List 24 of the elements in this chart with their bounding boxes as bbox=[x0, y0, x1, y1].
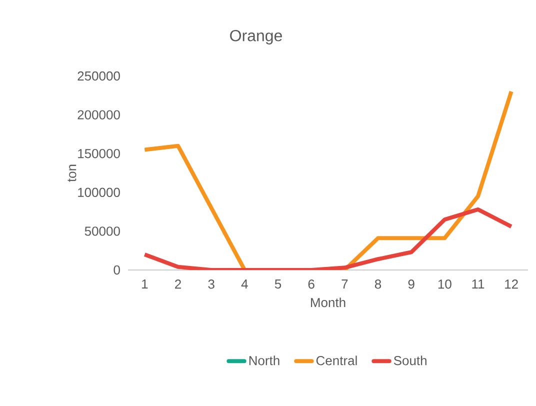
y-tick-label: 50000 bbox=[84, 226, 120, 236]
y-tick-label: 250000 bbox=[78, 71, 120, 81]
y-tick-label: 0 bbox=[114, 265, 120, 275]
x-tick-label: 3 bbox=[208, 280, 214, 289]
x-tick-label: 8 bbox=[374, 280, 382, 289]
x-tick-label: 6 bbox=[308, 280, 314, 289]
x-tick-label: 5 bbox=[274, 280, 282, 289]
x-tick-label: 1 bbox=[142, 280, 148, 288]
x-tick-label: 11 bbox=[472, 280, 484, 288]
chart-title: Orange bbox=[230, 30, 282, 44]
x-tick-label: 10 bbox=[438, 280, 452, 289]
legend-label: North bbox=[249, 356, 280, 366]
x-tick-label: 2 bbox=[175, 280, 181, 289]
x-tick-label: 9 bbox=[408, 280, 414, 289]
x-axis-title: Month bbox=[311, 298, 346, 308]
legend-label: Central bbox=[316, 356, 357, 366]
y-axis-title: ton bbox=[68, 164, 76, 182]
legend-label: South bbox=[394, 356, 426, 366]
x-tick-label: 12 bbox=[505, 280, 518, 289]
x-tick-label: 4 bbox=[241, 280, 248, 288]
x-tick-label: 7 bbox=[342, 280, 348, 288]
y-tick-label: 200000 bbox=[78, 110, 120, 120]
y-tick-label: 100000 bbox=[78, 188, 120, 197]
y-tick-label: 150000 bbox=[78, 148, 120, 158]
